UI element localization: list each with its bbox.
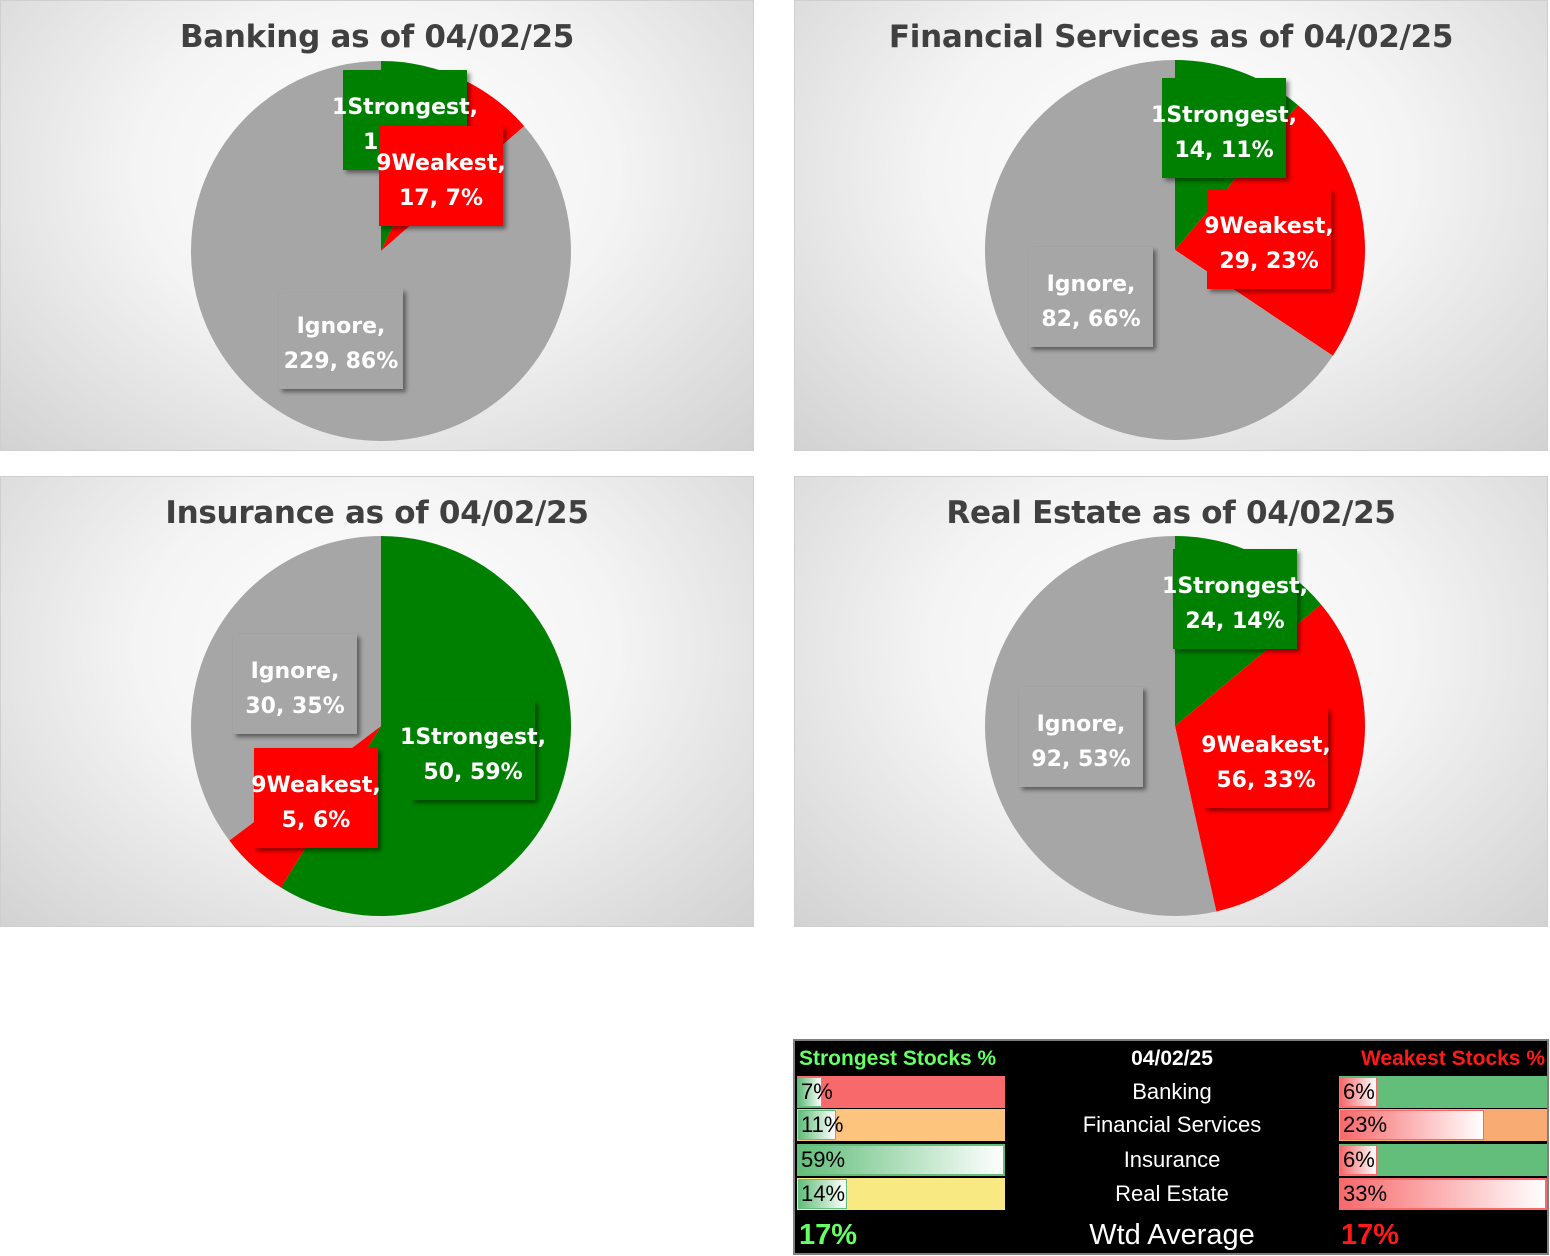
data-label-ignore: Ignore, 229, 86%: [279, 289, 403, 389]
weakest-value: 23%: [1343, 1112, 1388, 1137]
label-value: 56, 33%: [1216, 768, 1315, 793]
sector-name: Banking: [1132, 1079, 1212, 1104]
label-name: Ignore,: [251, 659, 340, 684]
label-name: 9Weakest,: [1204, 214, 1334, 239]
pie-svg: 1Strongest,19, 7%9Weakest,17, 7%Ignore,2…: [191, 61, 571, 442]
data-label-weakest: 9Weakest, 17, 7%: [376, 126, 506, 226]
label-name: Ignore,: [1037, 712, 1126, 737]
weakest-value: 6%: [1343, 1079, 1375, 1104]
strongest-average: 17%: [799, 1219, 858, 1251]
label-value: 82, 66%: [1041, 307, 1140, 332]
pie-svg: 1Strongest, 14, 11% 9Weakest, 29, 23% Ignore…: [985, 60, 1365, 440]
label-value: 30, 35%: [245, 694, 344, 719]
label-box: [411, 700, 535, 800]
strongest-value: 59%: [801, 1147, 846, 1172]
label-value: 229, 86%: [284, 349, 399, 374]
weakest-bar: [1340, 1110, 1484, 1140]
label-name: 1Strongest,: [1151, 103, 1297, 128]
weakest-bar: [1340, 1145, 1378, 1175]
label-value: 24, 14%: [1185, 609, 1284, 634]
weakest-cell: 33%: [1339, 1178, 1547, 1210]
weakest-bar: [1340, 1179, 1546, 1209]
strongest-value: 11%: [801, 1112, 844, 1137]
data-label-weakest: 9Weakest, 29, 23%: [1204, 189, 1334, 289]
sector-name: Real Estate: [1115, 1181, 1229, 1206]
label-name: Ignore,: [297, 314, 386, 339]
strongest-bar: [798, 1179, 847, 1209]
strongest-bar: [798, 1110, 837, 1140]
chart-title: Insurance as of 04/02/25: [165, 495, 589, 531]
label-box: [1029, 247, 1153, 347]
label-name: 1Strongest,: [332, 95, 478, 120]
data-label-ignore: Ignore, 92, 53%: [1019, 687, 1143, 787]
label-value: 14, 11%: [1174, 138, 1273, 163]
label-box: [379, 126, 503, 226]
label-name: 9Weakest,: [251, 773, 381, 798]
insurance-chart: Insurance as of 04/02/25 1Strongest, 50, 5…: [0, 476, 754, 927]
chart-title: Real Estate as of 04/02/25: [946, 495, 1396, 531]
weakest-average: 17%: [1341, 1219, 1400, 1251]
strongest-cell: 7%: [797, 1076, 1005, 1108]
label-box: [1162, 78, 1286, 178]
strongest-value: 7%: [801, 1079, 833, 1104]
label-value: 92, 53%: [1031, 747, 1130, 772]
summary-table: Strongest Stocks % 04/02/25 Weakest Stoc…: [793, 1039, 1549, 1255]
weakest-bar: [1340, 1077, 1378, 1107]
data-label-ignore: Ignore, 82, 66%: [1029, 247, 1153, 347]
strongest-bar: [798, 1145, 1004, 1175]
sector-name: Financial Services: [1082, 1112, 1262, 1137]
chart-title: Financial Services as of 04/02/25: [888, 19, 1454, 55]
date-header: 04/02/25: [1131, 1047, 1213, 1070]
data-label-strongest: 1Strongest, 50, 59%: [400, 700, 546, 800]
weakest-cell: 6%: [1339, 1076, 1547, 1108]
label-name: 1Strongest,: [1162, 574, 1308, 599]
weakest-value: 6%: [1343, 1147, 1375, 1172]
strongest-cell: 14%: [797, 1178, 1005, 1210]
strongest-header: Strongest Stocks %: [799, 1047, 997, 1070]
label-value: 17, 7%: [399, 186, 483, 211]
weakest-header: Weakest Stocks %: [1360, 1047, 1545, 1070]
label-name: 9Weakest,: [376, 151, 506, 176]
pie-svg: 1Strongest, 50, 59% 9Weakest, 5, 6% Ignore, 3…: [191, 536, 571, 916]
real-estate-chart: Real Estate as of 04/02/25 1Strongest, 24,…: [794, 476, 1548, 927]
label-box: [1207, 189, 1331, 289]
weakest-cell: 6%: [1339, 1144, 1547, 1176]
label-box: [1204, 708, 1328, 808]
label-box: [1019, 687, 1143, 787]
label-box: [254, 748, 378, 848]
label-value: 50, 59%: [423, 760, 522, 785]
weakest-value: 33%: [1343, 1181, 1388, 1206]
average-label: Wtd Average: [1089, 1219, 1255, 1251]
label-value: 29, 23%: [1219, 249, 1318, 274]
strongest-value: 14%: [801, 1181, 846, 1206]
data-label-ignore: Ignore, 30, 35%: [233, 634, 357, 734]
strongest-cell: 59%: [797, 1144, 1005, 1176]
data-label-strongest: 1Strongest, 24, 14%: [1162, 549, 1308, 649]
label-box: [279, 289, 403, 389]
financial-services-chart: Financial Services as of 04/02/25 1Strong…: [794, 0, 1548, 451]
pie-svg: 1Strongest, 24, 14% 9Weakest, 56, 33% Ignore…: [985, 536, 1365, 916]
data-label-weakest: 9Weakest, 56, 33%: [1201, 708, 1331, 808]
chart-title: Banking as of 04/02/25: [179, 19, 575, 55]
data-label-strongest: 1Strongest, 14, 11%: [1151, 78, 1297, 178]
data-label-weakest: 9Weakest, 5, 6%: [251, 748, 381, 848]
strongest-bar: [798, 1077, 823, 1107]
weakest-cell: 23%: [1339, 1109, 1547, 1141]
label-box: [1173, 549, 1297, 649]
label-value: 5, 6%: [282, 808, 351, 833]
label-name: 9Weakest,: [1201, 733, 1331, 758]
label-name: Ignore,: [1047, 272, 1136, 297]
sector-name: Insurance: [1123, 1147, 1221, 1172]
label-box: [233, 634, 357, 734]
label-name: 1Strongest,: [400, 725, 546, 750]
strongest-cell: 11%: [797, 1109, 1005, 1141]
